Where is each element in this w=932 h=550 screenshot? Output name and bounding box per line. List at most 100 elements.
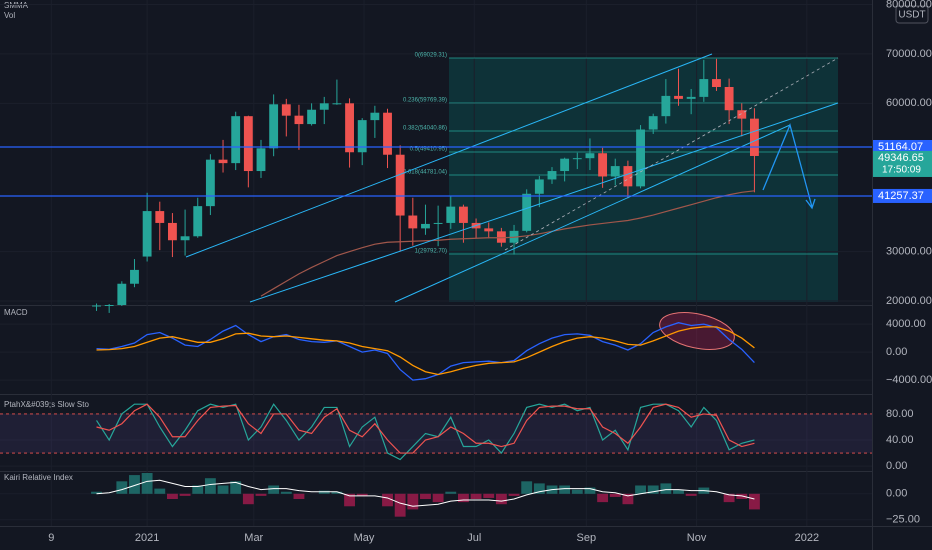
kairi-bar [179, 493, 191, 496]
indicator-label: Kairi Relative Index [4, 473, 73, 482]
candle-body [130, 269, 139, 284]
candle-body [547, 171, 557, 180]
channel-mid [504, 57, 839, 251]
y-tick-label: 70000.00 [886, 48, 932, 60]
kairi-bar [129, 475, 140, 494]
x-tick-label: 2022 [795, 532, 819, 544]
kairi-bar [318, 490, 330, 494]
kairi-bar [407, 493, 419, 510]
candle-body [256, 148, 266, 172]
x-tick-label: 2021 [135, 532, 159, 544]
candle-body [231, 116, 241, 164]
kairi-bar [723, 493, 735, 503]
candle-body [205, 159, 215, 207]
kairi-bar [584, 487, 596, 494]
candle-body [357, 120, 367, 153]
last-price-badge [873, 150, 932, 177]
candle-body [345, 103, 354, 153]
kairi-bar [344, 493, 355, 507]
fib-label: 0.618(44781.04) [403, 170, 447, 176]
candle-body [560, 158, 570, 172]
smma-line [260, 190, 755, 297]
kairi-bar [470, 493, 482, 499]
kairi-bar [255, 493, 267, 496]
kairi-bar [268, 485, 280, 494]
candle-body [281, 104, 291, 116]
y-tick-label: 60000.00 [886, 97, 932, 109]
candle-body [104, 305, 114, 306]
x-tick-label: Nov [687, 532, 707, 544]
kairi-bar [141, 473, 153, 494]
channel-line [185, 53, 713, 258]
fib-label: 1(29792.70) [415, 249, 447, 255]
kairi-bar [647, 485, 659, 494]
kairi-bar [597, 493, 609, 503]
candle-body [458, 206, 468, 223]
stoch-line [96, 403, 755, 454]
candle-body [383, 112, 392, 155]
x-tick-label: Mar [244, 532, 263, 544]
y-tick-label: −4000.00 [886, 374, 932, 386]
y-tick-label: −25.00 [886, 514, 920, 526]
candle-body [193, 206, 203, 237]
y-tick-label: 0.00 [886, 488, 907, 500]
candle-body [610, 166, 620, 177]
candle-body [522, 193, 532, 231]
kairi-bar [293, 493, 305, 499]
candle-body [370, 112, 380, 121]
y-tick-label: 30000.00 [886, 246, 932, 258]
kairi-bar [192, 485, 204, 494]
candle-body [332, 103, 342, 105]
kairi-bar [508, 493, 520, 496]
kairi-bar [116, 481, 128, 494]
kairi-bar [495, 493, 507, 505]
indicator-label: Vol [4, 11, 15, 20]
kairi-bar [748, 493, 760, 510]
kairi-bar [280, 491, 292, 494]
candle-body [724, 87, 734, 111]
candle-body [699, 79, 709, 97]
price-badge [873, 188, 932, 203]
candle-body [142, 211, 152, 257]
price-badge-label: 41257.37 [878, 190, 924, 202]
candle-body [155, 211, 165, 223]
kairi-bar [394, 493, 406, 517]
kairi-bar [521, 481, 533, 494]
projection-arrow [762, 122, 816, 210]
indicator-label: MACD [4, 308, 28, 317]
kairi-bar [432, 493, 444, 503]
candle-body [484, 228, 494, 232]
kairi-bar [204, 478, 216, 494]
currency: USDT [898, 10, 925, 21]
candle-body [433, 222, 443, 224]
y-tick-label: 80000.00 [886, 0, 932, 10]
kairi-bar [559, 485, 571, 494]
candle-body [421, 223, 430, 229]
kairi-bar [609, 493, 621, 497]
macd-line [96, 326, 755, 376]
kairi-bar [217, 485, 229, 494]
kairi-bar [420, 493, 431, 499]
candle-body [168, 222, 177, 241]
candle-body [496, 231, 506, 243]
candle-body [674, 95, 683, 99]
kairi-bar [167, 493, 178, 499]
candle-body [636, 129, 645, 187]
fib-label: 0.382(54040.86) [403, 126, 447, 132]
candle-body [395, 154, 405, 216]
kairi-bar [91, 491, 102, 494]
kairi-bar [533, 483, 545, 494]
kairi-bar [483, 493, 495, 498]
candle-body [749, 118, 759, 156]
currency-badge[interactable] [895, 5, 929, 24]
fib-label: 0.5(49410.95) [410, 147, 447, 153]
y-tick-label: 80.00 [886, 408, 914, 420]
candle-body [117, 283, 127, 305]
fib-label: 0(69029.31) [415, 53, 447, 59]
kairi-bar [445, 491, 457, 494]
countdown: 17:50:09 [882, 165, 921, 176]
kairi-bar [635, 485, 646, 494]
candle-body [534, 179, 544, 194]
